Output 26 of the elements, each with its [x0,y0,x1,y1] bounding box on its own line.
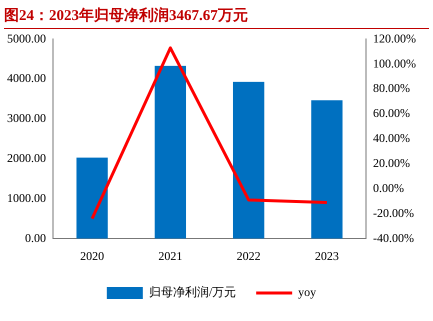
y-tick-label: 4000.00 [7,71,46,86]
legend-label: 归母净利润/万元 [148,285,236,300]
y-tick-label: 3000.00 [7,111,46,126]
y-tick-label: 2000.00 [7,150,46,165]
bar [232,82,264,239]
y2-tick-label: 120.00% [373,31,416,46]
y-tick-label: 0.00 [25,230,46,245]
y2-tick-label: 100.00% [373,56,416,70]
x-tick-label: 2020 [80,248,104,263]
bar [76,158,108,239]
y2-tick-label: 0.00% [373,180,404,195]
legend-label: yoy [298,285,316,300]
chart-title: 图24：2023年归母净利润3467.67万元 [4,6,429,29]
y2-tick-label: -40.00% [373,230,414,245]
y2-tick-label: 80.00% [373,81,410,96]
y2-tick-label: -20.00% [373,206,414,220]
bar [154,66,186,239]
y2-tick-label: 60.00% [373,106,410,120]
x-tick-label: 2021 [158,248,182,263]
y2-tick-label: 40.00% [373,131,410,146]
x-tick-label: 2022 [236,248,261,263]
bar [311,100,343,239]
y-tick-label: 5000.00 [7,31,46,46]
x-tick-label: 2023 [314,248,339,263]
y-tick-label: 1000.00 [7,190,46,205]
y2-tick-label: 20.00% [373,156,410,170]
